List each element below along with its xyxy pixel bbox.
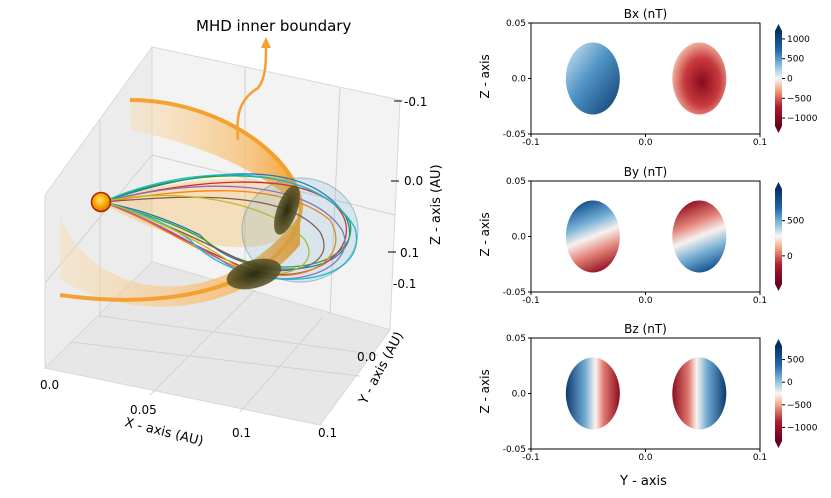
y-tick-label: 0.05 [506, 334, 526, 344]
colorbar-tick-label: −1000 [787, 114, 818, 124]
colorbar-tick-label: 500 [787, 356, 804, 366]
x-tick-label: 0.1 [232, 426, 251, 440]
colorbar-tick-label: 0 [787, 75, 793, 85]
y-tick-label: 0.0 [512, 390, 527, 400]
cross-section-upper [274, 185, 300, 235]
colorbar [775, 31, 782, 126]
x-tick-label: -0.1 [522, 296, 540, 306]
colorbar-extend-top [775, 24, 782, 31]
field-line [102, 194, 310, 275]
x-tick-label: 0.1 [753, 453, 767, 463]
field-line [102, 196, 325, 272]
heatmap-by: By (nT) -0.1 0.0 0.1 0.05 0.0 -0.05 Z - axis 500… [478, 165, 804, 306]
plot-title: Bx (nT) [624, 7, 667, 21]
y-tick-label: 0.1 [318, 426, 337, 440]
colorbar-tick-label: −1000 [787, 423, 818, 433]
footprint-red-top-blue-bottom [672, 200, 727, 273]
colorbar [775, 346, 782, 441]
x-tick-label: 0.0 [638, 453, 653, 463]
footprint-blue-red-split [565, 357, 620, 430]
z-axis-label: Z - axis (AU) [429, 164, 444, 245]
colorbar-extend-bottom [775, 441, 782, 448]
y-axis-label: Z - axis [478, 369, 492, 413]
arrow-head-icon [261, 37, 271, 48]
colorbar-tick-label: −500 [787, 401, 812, 411]
x-tick-label: -0.1 [522, 453, 540, 463]
x-tick-label: 0.05 [130, 403, 157, 417]
colorbar-tick-label: −500 [787, 94, 812, 104]
3d-field-line-plot: MHD inner boundary -0.1 0.0 0.1 Z - axis… [40, 17, 444, 449]
heatmap-bx: Bx (nT) -0.1 0.0 0.1 0.05 0.0 -0.05 Z - axis 100… [478, 7, 818, 148]
footprint-red-blue-split [672, 357, 727, 430]
boundary-sheet-upper [130, 99, 300, 210]
colorbar-tick-label: 0 [787, 252, 793, 262]
y-tick-label: -0.05 [503, 445, 526, 455]
y-tick-label: 0.05 [506, 19, 526, 29]
plot-title: By (nT) [624, 165, 667, 179]
y-tick-label: -0.05 [503, 130, 526, 140]
field-line [102, 181, 348, 276]
z-tick-label: -0.1 [404, 95, 427, 109]
y-tick-label: 0.0 [512, 233, 527, 243]
colorbar-extend-bottom [775, 126, 782, 133]
colorbar [775, 189, 782, 284]
footprint-positive-bx [565, 42, 620, 115]
x-axis-label: X - axis (AU) [123, 415, 205, 449]
y-axis-label: Z - axis [478, 54, 492, 98]
colorbar-tick-label: 500 [787, 55, 804, 65]
field-line [102, 185, 346, 280]
y-tick-label: 0.0 [357, 350, 376, 364]
footprint-blue-top-red-bottom [565, 200, 620, 273]
bottom-x-axis-label: Y - axis [619, 474, 667, 489]
x-tick-label: 0.1 [753, 296, 767, 306]
colorbar-tick-label: 1000 [787, 35, 810, 45]
x-tick-label: 0.1 [753, 138, 767, 148]
z-tick-label: 0.0 [404, 174, 423, 188]
annotation-label: MHD inner boundary [196, 17, 351, 35]
x-tick-label: -0.1 [522, 138, 540, 148]
colorbar-extend-top [775, 182, 782, 189]
colorbar-tick-label: 500 [787, 217, 804, 227]
x-tick-label: 0.0 [638, 296, 653, 306]
cross-section-lower [226, 258, 282, 290]
z-tick-label: 0.1 [400, 246, 419, 260]
z-axis: -0.1 0.0 0.1 Z - axis (AU) [388, 95, 444, 260]
flux-rope-envelope [241, 177, 359, 283]
colorbar-tick-label: 0 [787, 378, 793, 388]
field-line [102, 190, 337, 277]
sun-icon [90, 191, 112, 213]
field-line [102, 175, 352, 268]
y-tick-label: -0.1 [393, 277, 416, 291]
colorbar-extend-top [775, 339, 782, 346]
x-tick-label: 0.0 [40, 378, 59, 392]
heatmap-bz: Bz (nT) -0.1 0.0 0.1 0.05 0.0 -0.05 Z - axis 500… [478, 322, 818, 463]
annotation-arrow [236, 45, 268, 141]
x-tick-label: 0.0 [638, 138, 653, 148]
y-tick-label: 0.05 [506, 177, 526, 187]
footprint-negative-bx [672, 42, 727, 115]
colorbar-extend-bottom [775, 284, 782, 291]
y-tick-label: -0.05 [503, 288, 526, 298]
y-axis-label: Z - axis [478, 212, 492, 256]
plot-title: Bz (nT) [624, 322, 667, 336]
heatmap-panels: Bx (nT) -0.1 0.0 0.1 0.05 0.0 -0.05 Z - axis 100… [478, 7, 818, 463]
y-tick-label: 0.0 [512, 75, 527, 85]
